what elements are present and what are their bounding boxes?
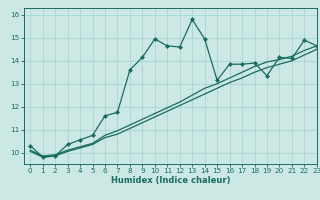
X-axis label: Humidex (Indice chaleur): Humidex (Indice chaleur) — [111, 176, 230, 185]
